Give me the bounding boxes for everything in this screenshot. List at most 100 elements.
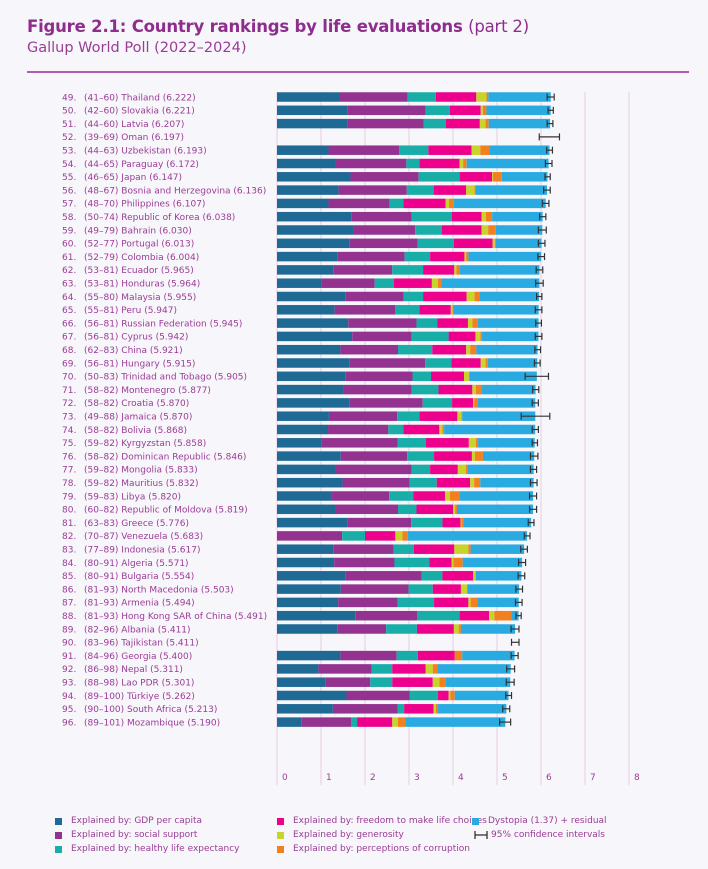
legend-label: Explained by: social support xyxy=(71,830,198,840)
generosity-segment xyxy=(468,438,476,448)
x-tick-label: 8 xyxy=(634,773,640,783)
dystopia-segment xyxy=(459,491,534,501)
country-label: (50–83) Trinidad and Tobago (5.905) xyxy=(84,373,247,383)
corruption-segment xyxy=(480,145,490,155)
gdp-segment xyxy=(277,411,329,421)
rank-label: 57. xyxy=(62,200,76,210)
corruption-segment xyxy=(482,105,487,116)
freedom-segment xyxy=(423,291,467,302)
gdp-segment xyxy=(277,145,329,155)
country-label: (44–65) Paraguay (6.172) xyxy=(84,160,199,170)
social-support-segment xyxy=(352,331,412,342)
gdp-segment xyxy=(277,477,343,488)
corruption-segment xyxy=(456,265,460,275)
dystopia-segment xyxy=(469,371,537,382)
life-expectancy-segment xyxy=(397,438,426,448)
freedom-segment xyxy=(413,491,446,501)
country-label: (81–93) Hong Kong SAR of China (5.491) xyxy=(84,612,267,622)
gdp-segment xyxy=(277,158,336,169)
country-label: (49–88) Jamaica (5.870) xyxy=(84,413,192,423)
life-expectancy-segment xyxy=(397,411,420,421)
dystopia-segment xyxy=(482,331,539,342)
life-expectancy-segment xyxy=(423,118,446,129)
social-support-segment xyxy=(350,172,419,182)
rank-label: 62. xyxy=(62,266,76,276)
corruption-segment xyxy=(468,544,471,554)
corruption-segment xyxy=(475,451,483,461)
life-expectancy-segment xyxy=(425,105,450,116)
gdp-segment xyxy=(277,610,356,621)
corruption-segment xyxy=(480,331,483,342)
corruption-segment xyxy=(465,464,468,475)
gdp-segment xyxy=(277,544,334,554)
country-label: (82–96) Albania (5.411) xyxy=(84,625,191,635)
generosity-segment xyxy=(432,677,440,687)
dystopia-segment xyxy=(488,92,551,102)
social-support-segment xyxy=(277,531,343,541)
country-label: (59–82) Mongolia (5.833) xyxy=(84,466,198,476)
country-label: (77–89) Indonesia (5.617) xyxy=(84,546,200,556)
x-tick-label: 4 xyxy=(458,773,464,783)
gdp-segment xyxy=(277,624,338,634)
social-support-segment xyxy=(345,291,404,302)
corruption-segment xyxy=(442,424,445,435)
country-label: (44–60) Latvia (6.207) xyxy=(84,120,184,130)
country-label: (55–80) Malaysia (5.955) xyxy=(84,293,196,303)
dystopia-segment xyxy=(405,717,506,727)
social-support-segment xyxy=(353,225,416,235)
freedom-segment xyxy=(445,118,480,129)
life-expectancy-segment xyxy=(411,384,439,395)
gdp-segment xyxy=(277,491,332,501)
freedom-segment xyxy=(404,704,434,714)
social-support-segment xyxy=(340,344,398,355)
generosity-segment xyxy=(467,318,473,328)
life-expectancy-segment xyxy=(417,238,454,249)
x-tick-label: 3 xyxy=(414,773,420,783)
dystopia-segment xyxy=(441,278,540,288)
corruption-segment xyxy=(461,517,464,528)
dystopia-segment xyxy=(475,185,547,195)
figure-title-main: Figure 2.1: Country rankings by life eva… xyxy=(27,17,463,36)
life-expectancy-segment xyxy=(398,344,433,355)
corruption-segment xyxy=(463,158,467,169)
figure-title-part: (part 2) xyxy=(468,17,529,36)
dystopia-segment xyxy=(464,517,532,528)
country-label: (58–82) Montenegro (5.877) xyxy=(84,386,211,396)
gdp-segment xyxy=(277,358,350,368)
legend-swatch xyxy=(55,845,62,853)
freedom-segment xyxy=(417,650,455,661)
freedom-segment xyxy=(434,451,472,461)
social-support-segment xyxy=(328,145,400,155)
social-support-segment xyxy=(331,491,390,501)
freedom-segment xyxy=(438,384,473,395)
generosity-segment xyxy=(471,145,481,155)
country-label: (89–101) Mozambique (5.190) xyxy=(84,718,220,728)
life-expectancy-segment xyxy=(418,172,460,182)
social-support-segment xyxy=(349,358,426,368)
rank-label: 90. xyxy=(62,639,76,649)
dystopia-segment xyxy=(468,251,542,262)
generosity-segment xyxy=(460,584,468,594)
freedom-segment xyxy=(428,145,472,155)
freedom-segment xyxy=(392,677,433,687)
country-label: (59–82) Mauritius (5.832) xyxy=(84,479,199,489)
life-expectancy-segment xyxy=(399,145,429,155)
freedom-segment xyxy=(435,92,477,102)
generosity-segment xyxy=(457,411,462,421)
dystopia-segment xyxy=(462,557,523,568)
dystopia-segment xyxy=(495,238,542,249)
generosity-segment xyxy=(425,664,433,674)
generosity-segment xyxy=(454,544,469,554)
generosity-segment xyxy=(479,118,486,129)
rank-label: 72. xyxy=(62,399,76,409)
life-expectancy-segment xyxy=(409,477,437,488)
freedom-segment xyxy=(442,225,482,235)
social-support-segment xyxy=(334,305,396,315)
rank-label: 55. xyxy=(62,173,76,183)
life-expectancy-segment xyxy=(408,584,433,594)
dystopia-segment xyxy=(488,118,551,129)
rank-label: 93. xyxy=(62,679,76,689)
life-expectancy-segment xyxy=(409,690,439,701)
rank-label: 65. xyxy=(62,306,76,316)
gdp-segment xyxy=(277,278,322,288)
